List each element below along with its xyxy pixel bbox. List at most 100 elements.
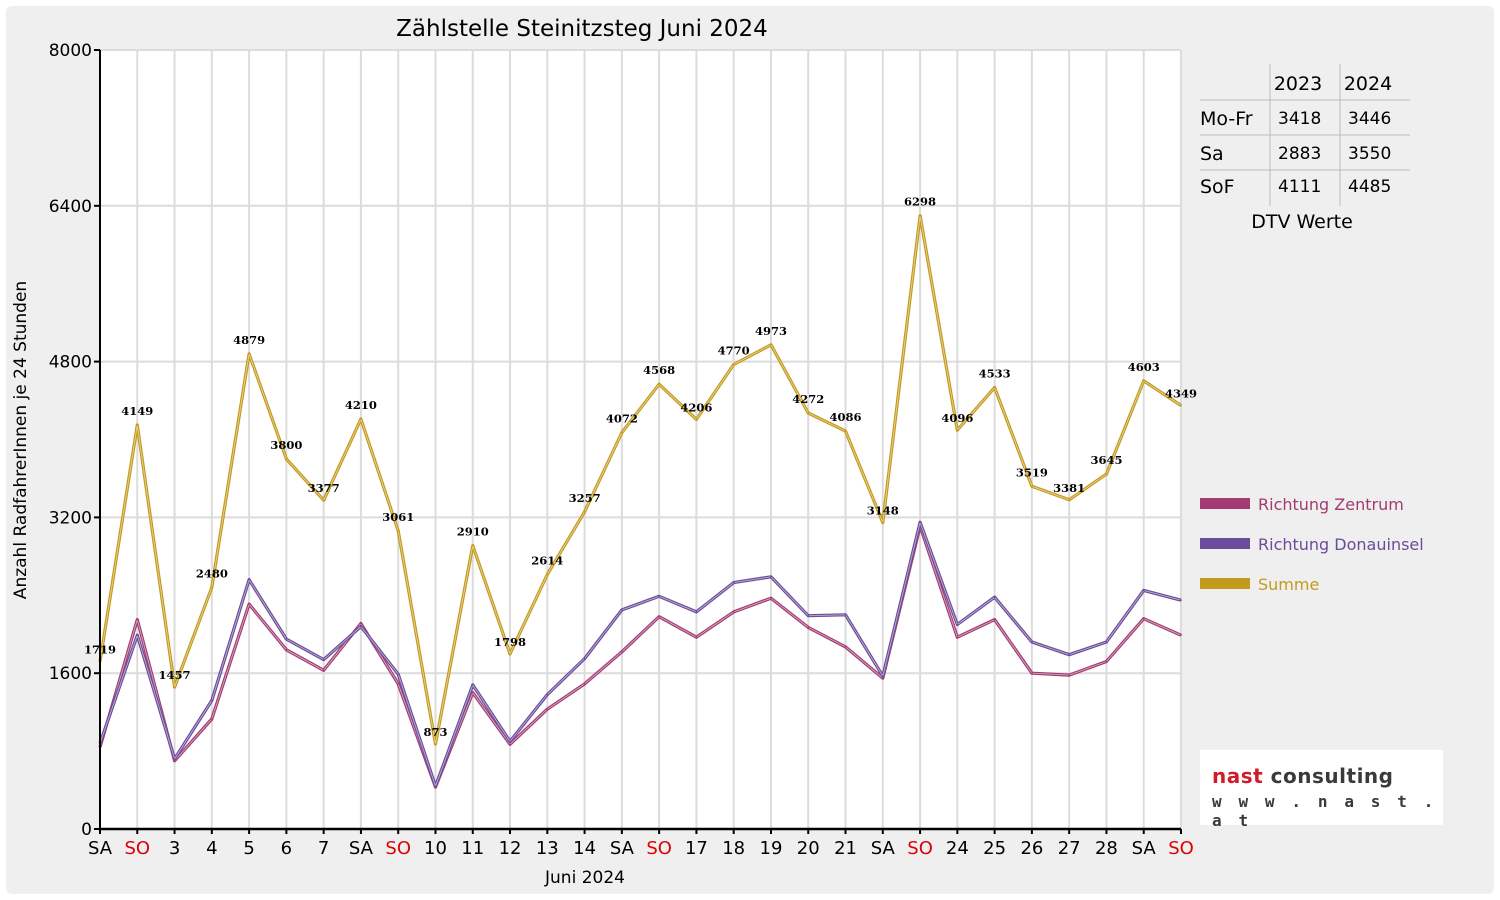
series-line-highlight — [99, 521, 1182, 787]
x-tick-label: 24 — [946, 838, 969, 859]
data-point — [621, 609, 623, 611]
data-point — [807, 626, 810, 629]
data-point — [732, 611, 735, 613]
data-point — [956, 636, 959, 638]
data-point — [881, 677, 884, 679]
data-point — [1031, 485, 1033, 488]
dtv-row-label: SoF — [1200, 176, 1235, 198]
logo-url: w w w . n a s t . a t — [1212, 792, 1437, 830]
data-point — [658, 615, 660, 618]
data-point — [881, 521, 884, 524]
data-point — [471, 684, 474, 686]
data-point — [695, 418, 698, 421]
data-point — [248, 578, 250, 581]
logo-word: consulting — [1270, 764, 1394, 788]
y-tick-label: 3200 — [49, 508, 92, 528]
x-tick-label: 5 — [243, 838, 254, 859]
x-tick-label: 18 — [722, 838, 745, 859]
dtv-row-label: Sa — [1200, 143, 1224, 165]
y-tick-label: 1600 — [49, 664, 92, 684]
data-point — [695, 636, 698, 638]
data-point — [248, 603, 250, 605]
x-tick-label: 3 — [169, 838, 180, 859]
data-point — [1180, 634, 1182, 637]
x-tick-label: 19 — [760, 838, 783, 859]
data-label: 4096 — [941, 411, 973, 425]
data-point — [1031, 641, 1033, 643]
data-point — [807, 614, 810, 617]
data-label: 4206 — [680, 400, 712, 414]
series-line-highlight — [99, 215, 1182, 745]
data-label: 3257 — [569, 491, 601, 505]
data-label: 2614 — [531, 553, 563, 567]
legend-label: Richtung Donauinsel — [1258, 535, 1424, 554]
legend-swatch — [1200, 538, 1250, 549]
y-axis-label: Anzahl RadfahrerInnen je 24 Stunden — [11, 281, 31, 599]
data-label: 3800 — [270, 438, 302, 452]
data-label: 1457 — [159, 668, 191, 682]
data-point — [285, 458, 288, 460]
x-tick-label: SA — [88, 838, 113, 859]
series-line-highlight — [99, 525, 1182, 788]
data-point — [1142, 617, 1145, 620]
data-point — [322, 658, 325, 661]
data-point — [919, 214, 921, 217]
x-tick-label: 10 — [424, 838, 447, 859]
data-label: 3148 — [867, 503, 899, 517]
x-tick-label: 12 — [499, 838, 522, 859]
data-point — [397, 683, 400, 685]
data-point — [471, 544, 474, 547]
dtv-caption: DTV Werte — [1251, 211, 1353, 233]
y-tick-label: 4800 — [49, 353, 92, 373]
data-point — [1180, 404, 1182, 407]
data-label: 2910 — [457, 525, 489, 539]
data-point — [211, 718, 213, 720]
data-point — [844, 430, 847, 432]
y-tick-label: 0 — [81, 820, 92, 840]
data-point — [956, 623, 959, 626]
series-layer — [98, 214, 1182, 789]
data-label: 2480 — [196, 567, 228, 581]
dtv-col-2023: 2023 — [1274, 73, 1322, 95]
data-point — [136, 424, 139, 426]
legend-item: Richtung Zentrum — [1200, 495, 1404, 514]
data-point — [1105, 660, 1108, 663]
data-point — [732, 581, 735, 584]
legend-item: Summe — [1200, 575, 1319, 594]
dtv-cell: 3446 — [1348, 109, 1391, 129]
nast-consulting-logo: nast consulting w w w . n a s t . a t — [1200, 750, 1443, 830]
x-tick-label: 13 — [536, 838, 559, 859]
data-point — [844, 646, 847, 648]
data-point — [1142, 379, 1145, 382]
data-point — [770, 597, 772, 600]
x-tick-label: SO — [1168, 838, 1194, 859]
data-point — [695, 611, 698, 613]
data-label: 3519 — [1016, 465, 1048, 479]
data-point — [1180, 599, 1182, 601]
data-point — [658, 383, 660, 385]
data-point — [360, 625, 362, 628]
data-point — [1068, 498, 1070, 501]
x-tick-label: SO — [124, 838, 150, 859]
x-tick-label: SA — [349, 838, 374, 859]
data-label: 4973 — [755, 324, 787, 338]
x-tick-label: 20 — [797, 838, 820, 859]
data-point — [173, 686, 176, 688]
data-point — [770, 575, 772, 578]
x-tick-label: SA — [610, 838, 635, 859]
data-point — [397, 673, 400, 675]
data-label: 3061 — [382, 510, 414, 524]
dtv-row-label: Mo-Fr — [1200, 108, 1253, 130]
data-label: 4879 — [233, 333, 265, 347]
data-label: 3645 — [1090, 453, 1122, 467]
logo-wordmark: nast consulting — [1212, 764, 1393, 788]
data-label: 4072 — [606, 411, 638, 425]
data-point — [770, 343, 772, 346]
data-label: 873 — [423, 725, 447, 739]
x-tick-label: SO — [646, 838, 672, 859]
data-point — [1068, 653, 1070, 656]
data-point — [211, 699, 213, 702]
series-richtung-donauinsel — [98, 520, 1182, 788]
data-point — [993, 386, 996, 389]
x-axis-label: Juni 2024 — [544, 868, 625, 888]
